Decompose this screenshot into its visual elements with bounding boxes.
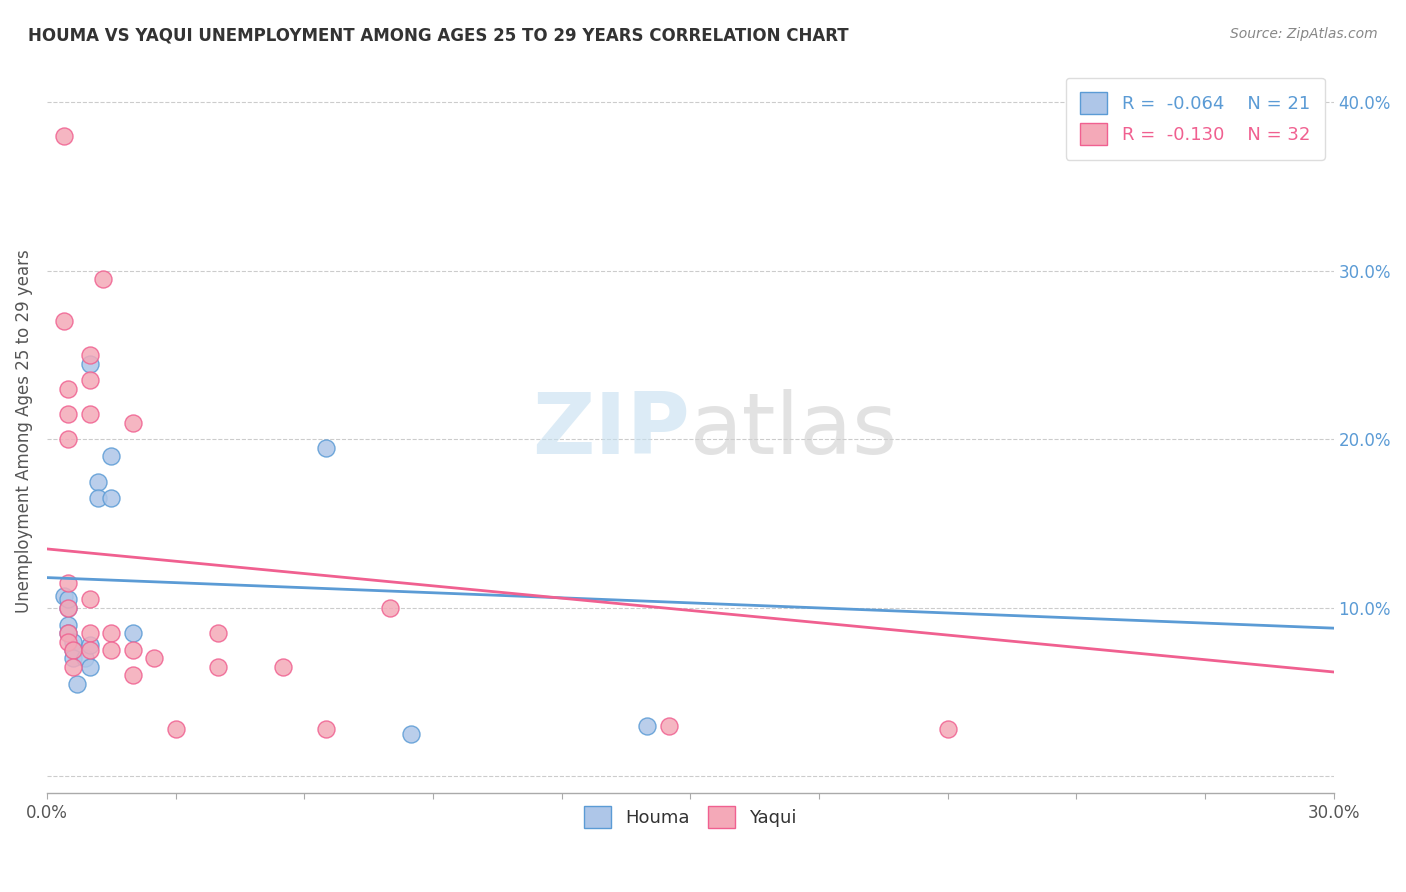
- Point: [207, 660, 229, 674]
- Point: [91, 272, 114, 286]
- Point: [121, 416, 143, 430]
- Point: [378, 601, 401, 615]
- Point: [207, 626, 229, 640]
- Text: Source: ZipAtlas.com: Source: ZipAtlas.com: [1230, 27, 1378, 41]
- Text: atlas: atlas: [690, 390, 898, 473]
- Point: [79, 373, 101, 387]
- Point: [401, 727, 423, 741]
- Point: [62, 643, 84, 657]
- Point: [79, 626, 101, 640]
- Point: [271, 660, 294, 674]
- Point: [53, 128, 76, 143]
- Text: ZIP: ZIP: [533, 390, 690, 473]
- Point: [79, 660, 101, 674]
- Point: [100, 491, 122, 506]
- Point: [79, 407, 101, 421]
- Point: [58, 382, 80, 396]
- Point: [58, 407, 80, 421]
- Point: [87, 491, 110, 506]
- Point: [79, 592, 101, 607]
- Point: [121, 668, 143, 682]
- Point: [100, 449, 122, 463]
- Point: [58, 433, 80, 447]
- Point: [58, 617, 80, 632]
- Point: [315, 723, 337, 737]
- Point: [58, 601, 80, 615]
- Point: [79, 643, 101, 657]
- Point: [315, 441, 337, 455]
- Point: [121, 626, 143, 640]
- Point: [658, 719, 681, 733]
- Point: [62, 634, 84, 648]
- Point: [79, 357, 101, 371]
- Point: [87, 475, 110, 489]
- Point: [100, 643, 122, 657]
- Point: [165, 723, 187, 737]
- Point: [636, 719, 658, 733]
- Point: [75, 651, 97, 665]
- Point: [58, 601, 80, 615]
- Text: HOUMA VS YAQUI UNEMPLOYMENT AMONG AGES 25 TO 29 YEARS CORRELATION CHART: HOUMA VS YAQUI UNEMPLOYMENT AMONG AGES 2…: [28, 27, 849, 45]
- Point: [79, 638, 101, 652]
- Point: [53, 589, 76, 603]
- Point: [58, 575, 80, 590]
- Point: [62, 651, 84, 665]
- Point: [143, 651, 166, 665]
- Point: [62, 643, 84, 657]
- Y-axis label: Unemployment Among Ages 25 to 29 years: Unemployment Among Ages 25 to 29 years: [15, 249, 32, 613]
- Point: [58, 592, 80, 607]
- Point: [100, 626, 122, 640]
- Point: [58, 626, 80, 640]
- Point: [936, 723, 959, 737]
- Point: [58, 626, 80, 640]
- Legend: Houma, Yaqui: Houma, Yaqui: [576, 798, 804, 835]
- Point: [121, 643, 143, 657]
- Point: [58, 634, 80, 648]
- Point: [79, 348, 101, 362]
- Point: [53, 314, 76, 328]
- Point: [66, 677, 89, 691]
- Point: [62, 660, 84, 674]
